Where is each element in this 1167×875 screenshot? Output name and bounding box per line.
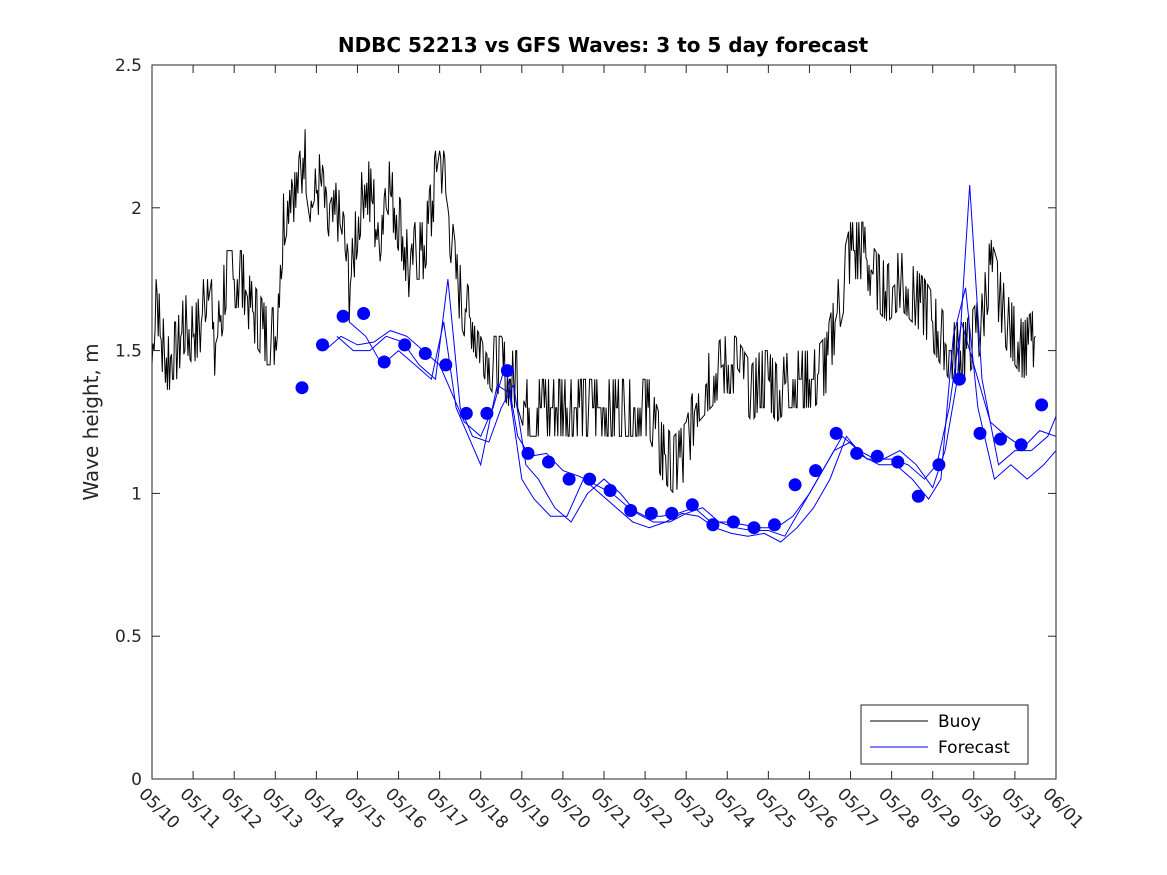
forecast-point bbox=[624, 504, 638, 517]
forecast-point bbox=[336, 309, 350, 323]
forecast-point bbox=[994, 432, 1007, 446]
forecast-point bbox=[665, 506, 679, 520]
chart-title: NDBC 52213 vs GFS Waves: 3 to 5 day fore… bbox=[338, 33, 869, 57]
y-tick-label: 1.5 bbox=[115, 342, 142, 362]
y-axis-label: Wave height, m bbox=[79, 343, 103, 500]
forecast-point bbox=[768, 518, 781, 532]
y-tick-label: 0 bbox=[131, 770, 142, 790]
forecast-point bbox=[870, 449, 884, 463]
buoy-series-line bbox=[151, 129, 1036, 494]
forecast-point bbox=[1014, 438, 1028, 452]
forecast-point bbox=[295, 381, 309, 395]
y-tick-label: 2 bbox=[131, 199, 142, 219]
forecast-point bbox=[583, 472, 597, 486]
legend-box bbox=[860, 704, 1029, 765]
forecast-point bbox=[644, 506, 658, 520]
legend-forecast-label: Forecast bbox=[938, 738, 1010, 758]
forecast-point bbox=[726, 515, 740, 529]
forecast-point bbox=[809, 464, 823, 478]
forecast-point bbox=[459, 406, 473, 420]
forecast-point bbox=[1035, 398, 1049, 412]
forecast-point bbox=[357, 307, 371, 320]
forecast-point bbox=[788, 478, 802, 492]
forecast-point bbox=[377, 355, 391, 369]
forecast-point bbox=[542, 455, 555, 469]
forecast-run-line-3 bbox=[348, 287, 1057, 543]
forecast-point bbox=[316, 338, 329, 352]
forecast-point bbox=[500, 364, 514, 378]
legend: Buoy Forecast bbox=[860, 704, 1029, 765]
forecast-point bbox=[911, 489, 925, 503]
y-tick-label: 2.5 bbox=[115, 56, 142, 76]
forecast-point bbox=[685, 498, 699, 512]
forecast-point bbox=[706, 518, 720, 532]
forecast-point bbox=[829, 426, 843, 440]
y-tick-label: 0.5 bbox=[115, 627, 142, 647]
forecast-point bbox=[952, 372, 966, 386]
forecast-point bbox=[603, 484, 617, 497]
y-tick-label: 1 bbox=[131, 484, 142, 504]
forecast-run-line-1 bbox=[324, 321, 1057, 529]
forecast-point bbox=[932, 458, 946, 472]
forecast-point bbox=[398, 338, 412, 352]
forecast-point bbox=[439, 358, 453, 372]
legend-buoy-label: Buoy bbox=[938, 712, 981, 732]
forecast-point bbox=[521, 446, 535, 460]
forecast-point bbox=[480, 406, 494, 420]
forecast-point bbox=[418, 347, 432, 360]
forecast-point bbox=[747, 521, 761, 535]
forecast-point bbox=[562, 472, 576, 486]
plot-area bbox=[151, 129, 1057, 543]
forecast-point bbox=[850, 446, 864, 460]
forecast-point bbox=[973, 426, 987, 440]
forecast-point bbox=[891, 455, 905, 469]
